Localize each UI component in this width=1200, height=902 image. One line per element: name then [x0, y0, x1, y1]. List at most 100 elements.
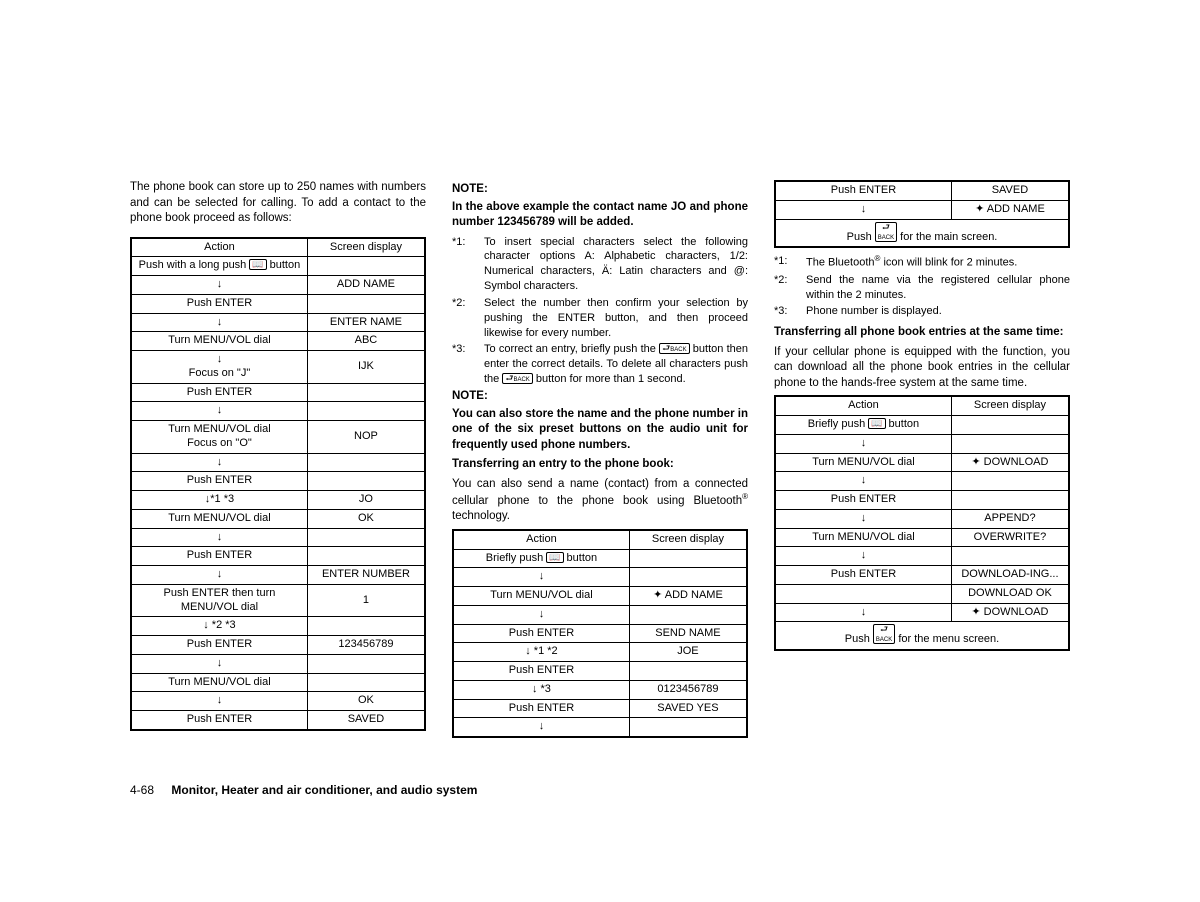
- table-cell: ↓: [775, 547, 951, 566]
- table2-header-action: Action: [453, 530, 629, 549]
- table-add-contact: Action Screen display Push with a long p…: [130, 237, 426, 731]
- table4-header-action: Action: [775, 396, 951, 415]
- table-cell: DOWNLOAD-ING...: [951, 566, 1069, 585]
- page-footer: 4-68 Monitor, Heater and air conditioner…: [130, 782, 477, 798]
- bluetooth-icon: ✦: [971, 456, 980, 468]
- footnote-label: *1:: [774, 254, 796, 271]
- note-label-1: NOTE:: [452, 182, 748, 198]
- footnote-label: *2:: [774, 273, 796, 303]
- table-cell: ↓: [131, 402, 307, 421]
- column-3: Push ENTERSAVED↓✦ ADD NAMEPush ⮐BACK for…: [774, 180, 1070, 657]
- footnote-label: *3:: [774, 304, 796, 319]
- table-transfer-continued: Push ENTERSAVED↓✦ ADD NAMEPush ⮐BACK for…: [774, 180, 1070, 248]
- table-cell: ↓: [775, 434, 951, 453]
- table-cell: Push ENTER: [131, 636, 307, 655]
- table-cell: Turn MENU/VOL dial: [131, 332, 307, 351]
- table-cell: ↓ *2 *3: [131, 617, 307, 636]
- table-cell: ↓: [131, 528, 307, 547]
- table-cell: ↓: [775, 472, 951, 491]
- note-text-1: In the above example the contact name JO…: [452, 200, 748, 231]
- table-cell: Push ENTER: [775, 181, 951, 200]
- footnote-row: *1:The Bluetooth® icon will blink for 2 …: [774, 254, 1070, 271]
- table-cell: Turn MENU/VOL dial: [453, 587, 629, 606]
- back-icon: ⮐BACK: [659, 343, 689, 354]
- table-cell: Push ENTER: [131, 294, 307, 313]
- table-cell: JO: [307, 491, 425, 510]
- table-cell: Push ENTER: [131, 711, 307, 730]
- table-cell: SAVED YES: [629, 699, 747, 718]
- table-cell: ↓Focus on "J": [131, 351, 307, 384]
- table-cell: Push ENTER: [131, 547, 307, 566]
- table-cell: ↓ *3: [453, 680, 629, 699]
- footnotes-col2: *1:To insert special characters select t…: [452, 235, 748, 387]
- table-cell: Turn MENU/VOL dial: [131, 509, 307, 528]
- table-cell: SAVED: [307, 711, 425, 730]
- book-icon: 📖: [546, 552, 563, 563]
- footnote-row: *3:To correct an entry, briefly push the…: [452, 342, 748, 387]
- table-cell: [629, 662, 747, 681]
- transfer-all-heading: Transferring all phone book entries at t…: [774, 325, 1070, 341]
- table-cell: OK: [307, 509, 425, 528]
- table-cell: APPEND?: [951, 509, 1069, 528]
- table-cell: [951, 416, 1069, 435]
- footnote-label: *2:: [452, 296, 474, 341]
- table-cell: [629, 718, 747, 737]
- table-cell: ↓: [453, 718, 629, 737]
- table-cell: [629, 549, 747, 568]
- footnote-text: To correct an entry, briefly push the ⮐B…: [484, 342, 748, 387]
- table-cell: [307, 472, 425, 491]
- table-cell: ENTER NAME: [307, 313, 425, 332]
- table-cell: IJK: [307, 351, 425, 384]
- table-cell: [629, 568, 747, 587]
- footnote-row: *2:Select the number then confirm your s…: [452, 296, 748, 341]
- table-cell: Turn MENU/VOL dialFocus on "O": [131, 421, 307, 454]
- bluetooth-icon: ✦: [975, 203, 984, 215]
- footnotes-col3: *1:The Bluetooth® icon will blink for 2 …: [774, 254, 1070, 319]
- table-cell: Push ENTER then turn MENU/VOL dial: [131, 584, 307, 617]
- page-columns: The phone book can store up to 250 names…: [130, 180, 1070, 744]
- table-cell: ADD NAME: [307, 276, 425, 295]
- table-cell: ✦ ADD NAME: [629, 587, 747, 606]
- table-cell: [951, 472, 1069, 491]
- table-cell: [629, 605, 747, 624]
- table-cell: 123456789: [307, 636, 425, 655]
- table-cell: Push ⮐BACK for the menu screen.: [775, 622, 1069, 650]
- table-cell: [307, 528, 425, 547]
- table-cell: Push ENTER: [131, 383, 307, 402]
- footnote-row: *1:To insert special characters select t…: [452, 235, 748, 294]
- table4-header-display: Screen display: [951, 396, 1069, 415]
- table-cell: [775, 584, 951, 603]
- table-cell: Briefly push 📖 button: [453, 549, 629, 568]
- table-cell: Turn MENU/VOL dial: [775, 453, 951, 472]
- table-cell: OVERWRITE?: [951, 528, 1069, 547]
- book-icon: 📖: [249, 259, 266, 270]
- table-cell: [307, 673, 425, 692]
- table-cell: ✦ DOWNLOAD: [951, 453, 1069, 472]
- table-cell: ↓: [775, 509, 951, 528]
- back-icon: ⮐BACK: [875, 222, 897, 242]
- table-cell: JOE: [629, 643, 747, 662]
- table-cell: ↓ *1 *2: [453, 643, 629, 662]
- table-cell: [951, 491, 1069, 510]
- table-cell: Push ENTER: [131, 472, 307, 491]
- table-cell: ✦ DOWNLOAD: [951, 603, 1069, 622]
- footnote-text: Phone number is displayed.: [806, 304, 942, 319]
- book-icon: 📖: [868, 418, 885, 429]
- table-cell: ↓: [775, 603, 951, 622]
- table-cell: SAVED: [951, 181, 1069, 200]
- table-cell: Push ENTER: [453, 662, 629, 681]
- footnote-text: To insert special characters select the …: [484, 235, 748, 294]
- table-cell: ↓: [775, 200, 951, 219]
- bluetooth-icon: ✦: [971, 606, 980, 618]
- table-cell: Turn MENU/VOL dial: [131, 673, 307, 692]
- table-cell: Push ENTER: [453, 624, 629, 643]
- table-cell: 0123456789: [629, 680, 747, 699]
- page-number: 4-68: [130, 782, 154, 798]
- table-cell: [307, 257, 425, 276]
- table-cell: ↓: [131, 566, 307, 585]
- column-1: The phone book can store up to 250 names…: [130, 180, 426, 737]
- note-text-2: You can also store the name and the phon…: [452, 407, 748, 454]
- transfer-all-paragraph: If your cellular phone is equipped with …: [774, 345, 1070, 392]
- table-cell: [951, 434, 1069, 453]
- table-cell: SEND NAME: [629, 624, 747, 643]
